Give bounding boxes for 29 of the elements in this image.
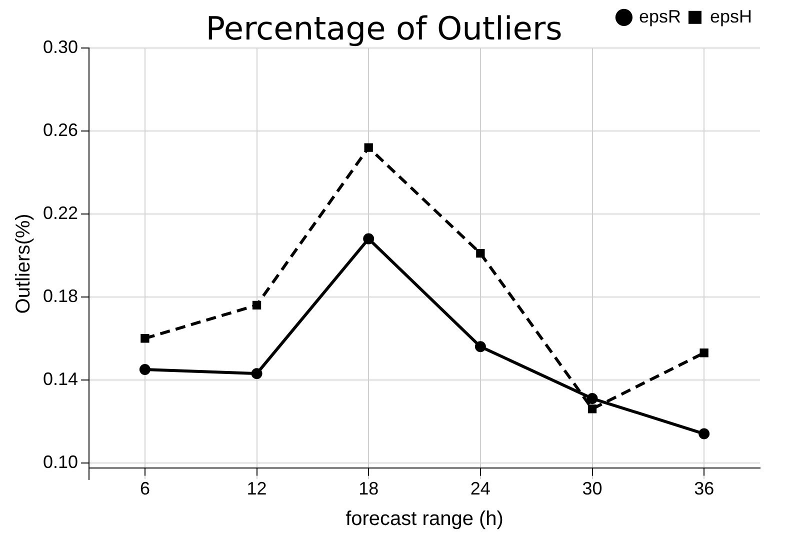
x-tick-label: 30 [582,478,602,499]
y-tick-label: 0.10 [42,452,78,472]
point [476,249,485,258]
point [363,233,374,244]
x-axis-title: forecast range (h) [346,508,504,530]
point [700,348,708,358]
point [252,300,262,310]
point [586,393,598,404]
chart-title: Percentage of Outliers [206,10,562,48]
y-tick-label: 0.18 [42,286,78,306]
legend-label: epsH [710,6,752,26]
x-tick-label: 36 [694,478,714,499]
x-tick-label: 6 [140,478,150,499]
x-tick-label: 18 [358,478,379,499]
y-tick-label: 0.22 [42,202,78,223]
point [588,404,597,414]
point [251,368,262,380]
y-axis-title: Outliers(%) [12,214,35,314]
y-tick-label: 0.14 [42,368,78,389]
point [139,364,150,375]
x-tick-label: 12 [246,478,267,499]
point [364,143,373,152]
y-tick-label: 0.30 [42,36,78,57]
point [140,334,150,343]
legend-label: epsR [638,6,681,26]
point [698,428,710,440]
x-tick-label: 24 [470,478,490,499]
point [474,341,486,352]
y-tick-label: 0.26 [42,120,78,140]
